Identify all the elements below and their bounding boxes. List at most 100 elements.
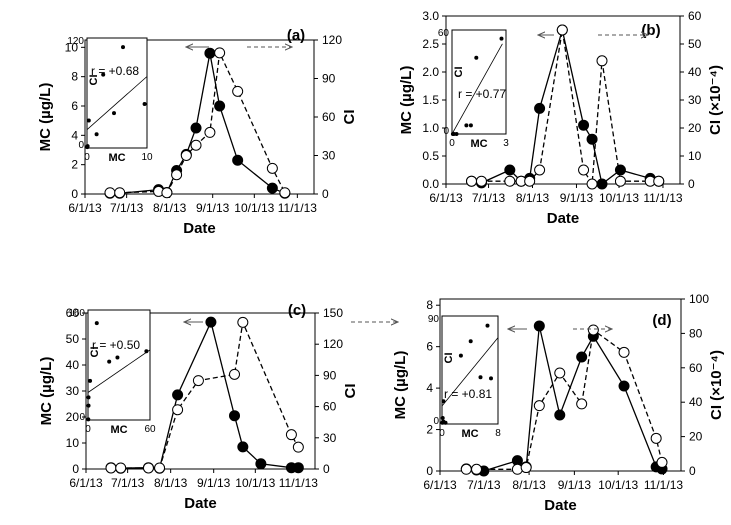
panel-label: (c) — [288, 302, 306, 319]
x-tick-label: 9/1/13 — [197, 476, 231, 490]
panel-label: (a) — [287, 27, 305, 44]
left-tick-label: 4 — [71, 128, 78, 142]
series-point-ci — [554, 367, 566, 379]
inset-frame — [87, 309, 151, 421]
right-tick-label: 0 — [323, 462, 330, 476]
series-point-ci — [504, 175, 516, 187]
right-tick-label: 100 — [689, 292, 709, 306]
inset-point — [499, 36, 504, 41]
x-tick-label: 11/1/13 — [279, 476, 318, 490]
inset-x-label: MC — [110, 424, 127, 436]
inset-point — [443, 420, 448, 425]
series-point-ci — [471, 463, 483, 475]
left-tick-label: 2.5 — [422, 37, 439, 51]
left-tick-label: 10 — [65, 40, 79, 54]
series-point-ci — [172, 404, 184, 416]
panel-b: 6/1/13 7/1/13 8/1/13 9/1/13 10/1/13 11/1/13 0.… — [398, 9, 724, 227]
inset-scatter: 0 60 0 160 MC CIr = +0.50 — [68, 308, 156, 436]
series-point-ci — [520, 462, 532, 474]
series-point-mc — [205, 316, 217, 328]
x-axis-label: Date — [544, 497, 577, 514]
series-point-ci — [285, 429, 297, 441]
x-axis-label: Date — [184, 495, 217, 512]
series-point-ci — [618, 346, 630, 358]
left-axis-label: MC (µg/L) — [38, 357, 55, 426]
series-point-ci — [180, 150, 192, 161]
inset-point — [440, 416, 445, 420]
series-point-mc — [533, 320, 545, 332]
series-point-ci — [556, 24, 568, 36]
series-point-ci — [192, 375, 204, 387]
series-point-ci — [214, 47, 226, 59]
inset-x-tick: 0 — [439, 428, 445, 439]
right-tick-label: 60 — [322, 110, 336, 124]
x-tick-label: 10/1/13 — [598, 478, 638, 492]
inset-point — [86, 118, 91, 123]
series-point-mc — [229, 410, 241, 422]
inset-point — [485, 323, 490, 328]
series-point-mc — [292, 462, 304, 474]
series-point-ci — [154, 462, 166, 474]
inset-scatter: 0 8 0 90 MC CI r = +0.81 — [428, 314, 501, 440]
left-tick-label: 4 — [426, 381, 433, 395]
series-point-ci — [292, 441, 304, 453]
series-point-ci — [190, 139, 202, 151]
right-tick-label: 40 — [689, 395, 703, 409]
x-tick-label: 9/1/13 — [196, 201, 230, 215]
series-point-mc — [190, 122, 202, 134]
right-tick-label: 90 — [323, 368, 337, 382]
series-point-mc — [578, 119, 590, 131]
right-tick-label: 60 — [688, 9, 702, 23]
series-point-mc — [237, 441, 249, 453]
inset-x-label: MC — [470, 138, 487, 150]
right-tick-label: 0 — [322, 187, 329, 201]
inset-x-label: MC — [461, 428, 478, 440]
inset-x-tick: 0 — [84, 152, 90, 163]
left-tick-label: 60 — [66, 306, 80, 320]
x-tick-label: 7/1/13 — [467, 478, 501, 492]
inset-point — [468, 339, 473, 344]
left-tick-label: 0 — [426, 464, 433, 478]
right-tick-label: 30 — [688, 93, 702, 107]
right-axis-label: CI (×10⁻⁴) — [707, 65, 724, 135]
x-tick-label: 9/1/13 — [560, 191, 594, 205]
series-point-mc — [204, 47, 216, 59]
right-tick-label: 90 — [322, 72, 336, 86]
right-tick-label: 10 — [688, 149, 702, 163]
series-point-ci — [232, 85, 244, 97]
left-tick-label: 0 — [71, 187, 78, 201]
left-tick-label: 1.0 — [422, 121, 439, 135]
inset-scatter: 0 10 0 120 MC CIr = +0.68 — [67, 36, 153, 164]
right-tick-label: 150 — [323, 306, 343, 320]
left-tick-label: 0.0 — [422, 177, 439, 191]
x-tick-label: 8/1/13 — [512, 478, 546, 492]
series-point-ci — [653, 175, 665, 187]
inset-x-tick: 10 — [141, 152, 153, 163]
x-tick-label: 10/1/13 — [234, 201, 274, 215]
inset-y-tick: 90 — [428, 314, 440, 325]
inset-point — [85, 144, 90, 149]
x-tick-label: 6/1/13 — [429, 191, 463, 205]
left-tick-label: 1.5 — [422, 93, 439, 107]
x-tick-label: 11/1/13 — [643, 191, 682, 205]
inset-point — [112, 111, 116, 116]
left-tick-label: 8 — [426, 298, 433, 312]
series-point-mc — [576, 351, 588, 363]
series-point-ci — [578, 164, 590, 176]
right-tick-label: 60 — [323, 400, 337, 414]
series-point-ci — [576, 398, 588, 410]
inset-y-tick: 0 — [79, 412, 85, 423]
series-point-ci — [587, 324, 599, 336]
left-tick-label: 6 — [426, 340, 433, 354]
right-tick-label: 50 — [688, 37, 702, 51]
left-tick-label: 6 — [71, 99, 78, 113]
x-tick-label: 6/1/13 — [69, 476, 103, 490]
series-point-ci — [237, 316, 249, 328]
left-tick-label: 50 — [66, 332, 80, 346]
series-point-ci — [475, 175, 487, 187]
inset-point — [454, 132, 459, 136]
inset-y-label: CI — [89, 347, 101, 358]
left-tick-label: 8 — [71, 70, 78, 84]
correlation-label: r = +0.81 — [444, 387, 492, 401]
